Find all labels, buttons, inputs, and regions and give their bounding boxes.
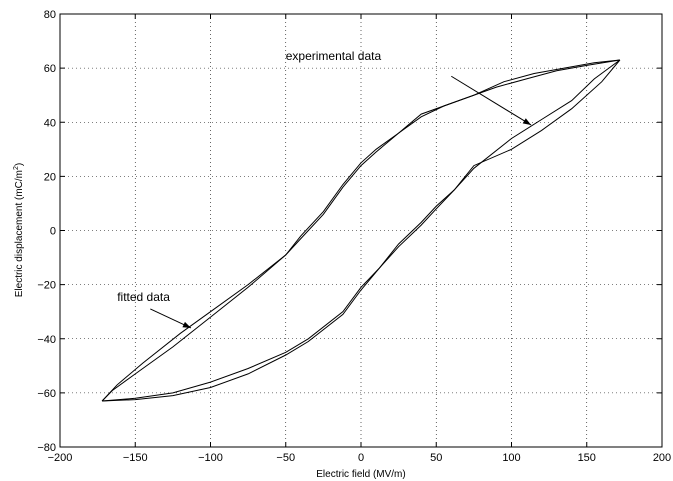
experimental-data-arrowhead <box>522 118 532 125</box>
x-tick-label: 0 <box>358 452 364 464</box>
y-axis-label-superscript: 2 <box>13 166 20 170</box>
series-line-2 <box>101 59 620 402</box>
y-tick-label: 40 <box>44 117 56 129</box>
y-tick-label: −20 <box>37 280 56 292</box>
x-tick-label: 200 <box>653 452 671 464</box>
y-tick-label: −80 <box>37 442 56 454</box>
y-tick-label: 80 <box>44 9 56 21</box>
series-line-1 <box>101 59 620 402</box>
x-tick-label: 50 <box>430 452 442 464</box>
fitted-data-arrowhead <box>182 321 191 328</box>
x-tick-label: 150 <box>578 452 596 464</box>
axis-ticks: −200 −150 −100 −50 0 50 100 150 200−80−60−40−200… <box>37 9 671 464</box>
y-tick-label: −60 <box>37 388 56 400</box>
x-tick-label: −200 <box>48 452 73 464</box>
fitted-data-label: fitted data <box>117 290 170 304</box>
x-tick-label: −150 <box>123 452 148 464</box>
series-line-3 <box>102 59 621 402</box>
grid-lines <box>60 14 662 447</box>
y-tick-label: 60 <box>44 63 56 75</box>
x-axis-label: Electric field (MV/m) <box>316 469 405 480</box>
experimental-data-label: experimental data <box>286 49 382 63</box>
y-tick-label: −40 <box>37 334 56 346</box>
y-tick-label: 20 <box>44 171 56 183</box>
y-tick-label: 0 <box>50 226 56 238</box>
x-tick-label: −50 <box>276 452 295 464</box>
annotations: experimental data fitted data <box>117 49 532 329</box>
x-tick-label: −100 <box>198 452 223 464</box>
y-axis-label-main: Electric displacement (mC/m <box>14 170 25 297</box>
y-axis-label-close: ) <box>14 163 25 166</box>
y-axis-label: Electric displacement (mC/m2) <box>13 163 25 298</box>
hysteresis-curves <box>101 59 621 402</box>
series-line-4 <box>102 59 621 402</box>
x-tick-label: 100 <box>502 452 520 464</box>
experimental-data-arrow <box>451 75 532 126</box>
